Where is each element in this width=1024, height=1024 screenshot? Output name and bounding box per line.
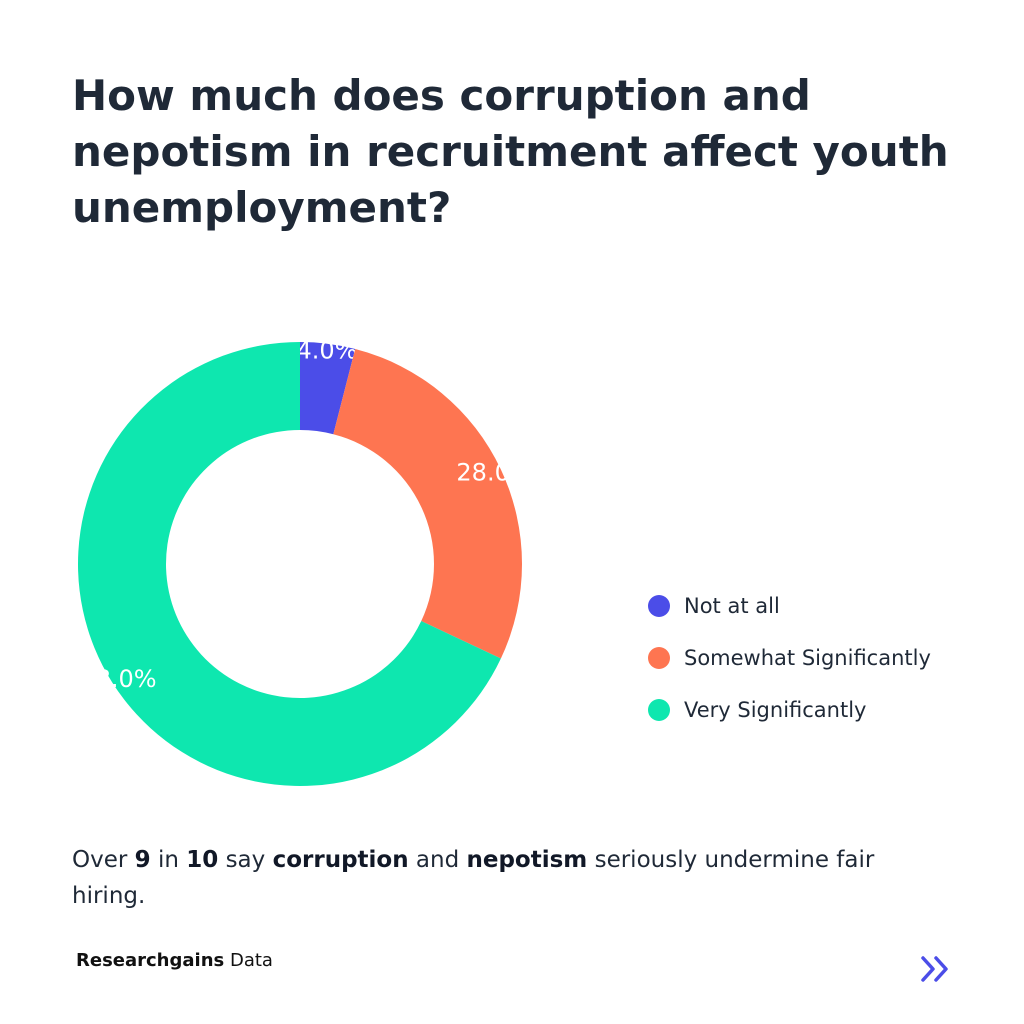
legend-swatch xyxy=(648,699,670,721)
donut-slice-2 xyxy=(78,342,501,786)
legend-item-0: Not at all xyxy=(648,594,931,618)
chart-caption: Over 9 in 10 say corruption and nepotism… xyxy=(72,842,952,914)
caption-part-0: Over xyxy=(72,847,135,873)
double-chevron-right-icon[interactable] xyxy=(918,953,954,985)
caption-part-7: nepotism xyxy=(466,847,588,873)
caption-part-2: in xyxy=(150,847,187,873)
caption-part-3: 10 xyxy=(186,847,219,873)
source-suffix: Data xyxy=(224,950,273,971)
legend-item-1: Somewhat Significantly xyxy=(648,646,931,670)
legend-label: Very Significantly xyxy=(684,698,867,722)
caption-part-6: and xyxy=(408,847,467,873)
legend-swatch xyxy=(648,595,670,617)
legend-item-2: Very Significantly xyxy=(648,698,931,722)
legend-label: Not at all xyxy=(684,594,780,618)
caption-part-1: 9 xyxy=(134,847,151,873)
chart-legend: Not at all Somewhat Significantly Very Sig… xyxy=(648,594,931,750)
source-credit: Researchgains Data xyxy=(76,950,273,971)
slice-label-2: 68.0% xyxy=(80,665,156,693)
caption-part-5: corruption xyxy=(272,847,409,873)
legend-label: Somewhat Significantly xyxy=(684,646,931,670)
slice-label-0: 4.0% xyxy=(296,337,357,365)
caption-part-8: seriously undermine fair hiring. xyxy=(72,847,875,909)
slice-label-1: 28.0% xyxy=(456,458,532,486)
caption-part-4: say xyxy=(218,847,273,873)
source-brand: Researchgains xyxy=(76,950,225,971)
donut-slice-0 xyxy=(300,342,356,435)
chart-title: How much does corruption and nepotism in… xyxy=(72,71,949,232)
legend-swatch xyxy=(648,647,670,669)
donut-slice-1 xyxy=(333,348,522,659)
